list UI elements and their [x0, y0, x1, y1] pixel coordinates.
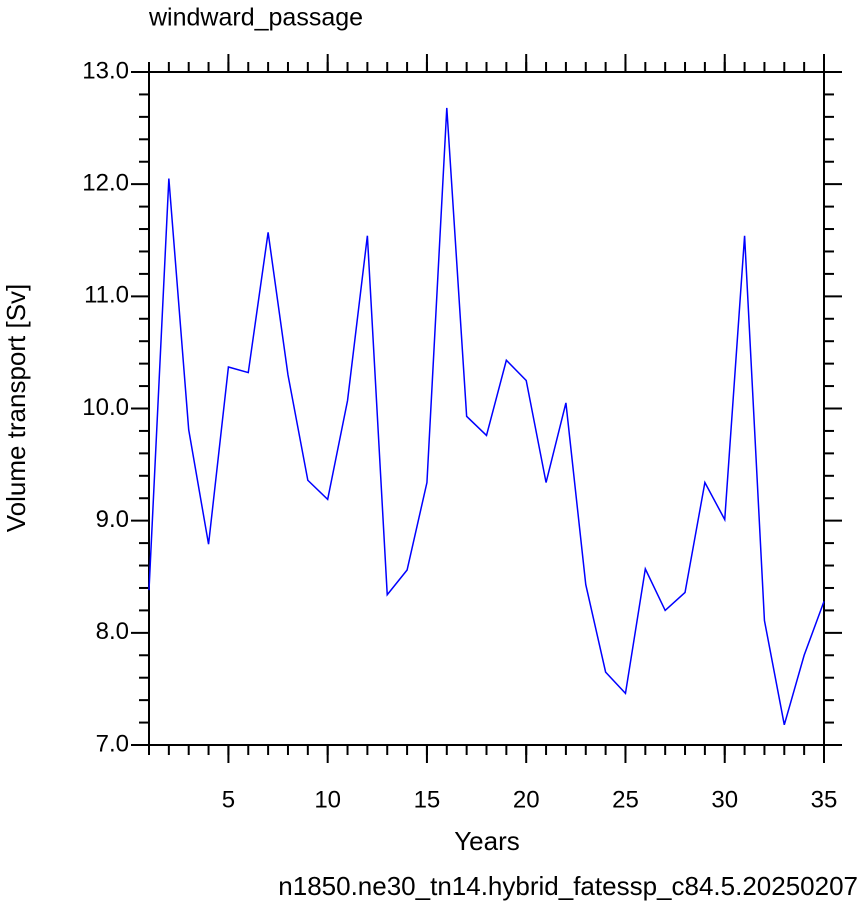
x-tick-label: 35 — [811, 786, 838, 813]
x-tick-label: 15 — [414, 786, 441, 813]
y-tick-label: 13.0 — [82, 57, 129, 84]
x-axis-label: Years — [454, 826, 520, 856]
subtitle: n1850.ne30_tn14.hybrid_fatessp_c84.5.202… — [278, 871, 858, 901]
data-line — [148, 107, 825, 726]
x-tick-label: 10 — [314, 786, 341, 813]
y-tick-label: 11.0 — [84, 282, 129, 309]
x-tick-label: 30 — [711, 786, 738, 813]
y-tick-label: 10.0 — [82, 394, 129, 421]
x-tick-label: 20 — [513, 786, 540, 813]
y-tick-label: 8.0 — [96, 618, 129, 645]
y-axis-label: Volume transport [Sv] — [1, 284, 31, 533]
chart-title: windward_passage — [148, 4, 363, 32]
plot-frame — [148, 71, 825, 746]
x-tick-label: 5 — [222, 786, 235, 813]
y-tick-label: 9.0 — [96, 506, 129, 533]
y-tick-label: 12.0 — [82, 170, 129, 197]
y-tick-label: 7.0 — [96, 730, 129, 757]
x-tick-label: 25 — [612, 786, 639, 813]
